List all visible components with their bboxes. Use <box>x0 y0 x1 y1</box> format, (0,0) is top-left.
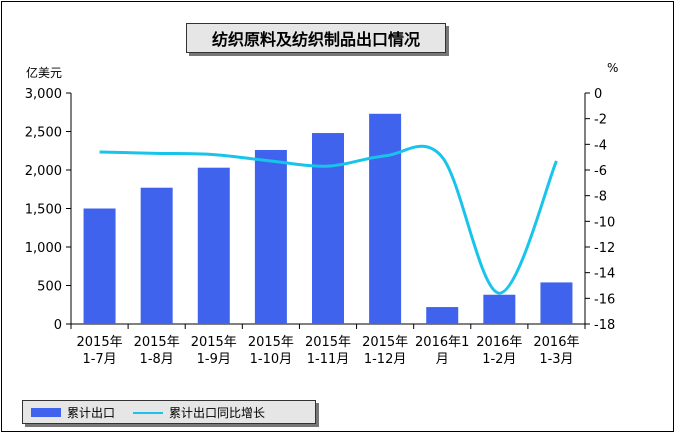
x-tick-label: 1-11月 <box>307 352 350 367</box>
x-tick-label: 1-7月 <box>82 352 116 367</box>
right-tick-label: -8 <box>594 190 607 205</box>
left-y-axis: 0 500 1,000 1,500 2,000 2,500 3,000 <box>25 87 72 333</box>
right-tick-label: -14 <box>594 267 615 282</box>
left-tick-label: 0 <box>54 318 62 333</box>
bar <box>540 282 573 324</box>
left-tick-label: 2,000 <box>25 164 62 179</box>
right-tick-label: -10 <box>594 215 615 230</box>
x-tick-label: 2016年 <box>476 335 522 350</box>
bar <box>426 307 459 324</box>
x-tick-label: 1-12月 <box>364 352 407 367</box>
left-tick-label: 500 <box>37 280 62 295</box>
x-tick-label: 1-8月 <box>140 352 174 367</box>
bar <box>369 113 402 324</box>
right-axis-label: % <box>607 61 618 75</box>
legend-label-line: 累计出口同比增长 <box>169 406 266 420</box>
x-tick-label: 2015年 <box>134 335 180 350</box>
legend-swatch-line <box>133 411 163 414</box>
x-tick-label: 2016年1 <box>415 335 469 350</box>
x-tick-label: 1-9月 <box>197 352 231 367</box>
right-y-axis: 0 -2 -4 -6 -8 -10 -12 -14 -16 -18 <box>584 87 615 333</box>
right-tick-label: -18 <box>594 318 615 333</box>
legend: 累计出口 累计出口同比增长 <box>22 400 316 424</box>
chart-title: 纺织原料及纺织制品出口情况 <box>186 23 446 53</box>
x-axis: 2015年 1-7月 2015年 1-8月 2015年 1-9月 2015年 1-10月 201… <box>70 323 586 367</box>
right-tick-label: -12 <box>594 241 615 256</box>
bar <box>483 294 516 324</box>
right-tick-label: -16 <box>594 292 615 307</box>
x-tick-label: 1-2月 <box>482 352 516 367</box>
legend-item-bar: 累计出口 <box>31 404 115 421</box>
x-tick-label: 1-3月 <box>539 352 573 367</box>
left-tick-label: 1,500 <box>25 203 62 218</box>
bar <box>83 208 116 324</box>
x-tick-label: 2015年 <box>305 335 351 350</box>
x-tick-label: 月 <box>436 352 449 367</box>
bar <box>197 167 230 324</box>
line-series <box>99 144 558 295</box>
x-tick-label: 2015年 <box>362 335 408 350</box>
x-tick-label: 1-10月 <box>250 352 293 367</box>
legend-swatch-bar <box>31 408 61 417</box>
left-tick-label: 2,500 <box>25 126 62 141</box>
x-tick-label: 2015年 <box>248 335 294 350</box>
legend-label-bar: 累计出口 <box>67 406 116 420</box>
left-axis-label: 亿美元 <box>26 65 62 80</box>
legend-item-line: 累计出口同比增长 <box>133 404 265 421</box>
x-tick-label: 2015年 <box>191 335 237 350</box>
right-tick-label: -2 <box>594 113 607 128</box>
bar-series <box>83 113 573 324</box>
right-tick-label: 0 <box>594 87 602 102</box>
bar <box>254 149 287 324</box>
right-tick-label: -4 <box>594 138 607 153</box>
bar <box>140 187 173 324</box>
left-tick-label: 1,000 <box>25 241 62 256</box>
bar <box>312 133 344 324</box>
left-tick-label: 3,000 <box>25 87 62 102</box>
right-tick-label: -6 <box>594 164 607 179</box>
x-tick-label: 2015年 <box>77 335 123 350</box>
x-tick-label: 2016年 <box>533 335 579 350</box>
